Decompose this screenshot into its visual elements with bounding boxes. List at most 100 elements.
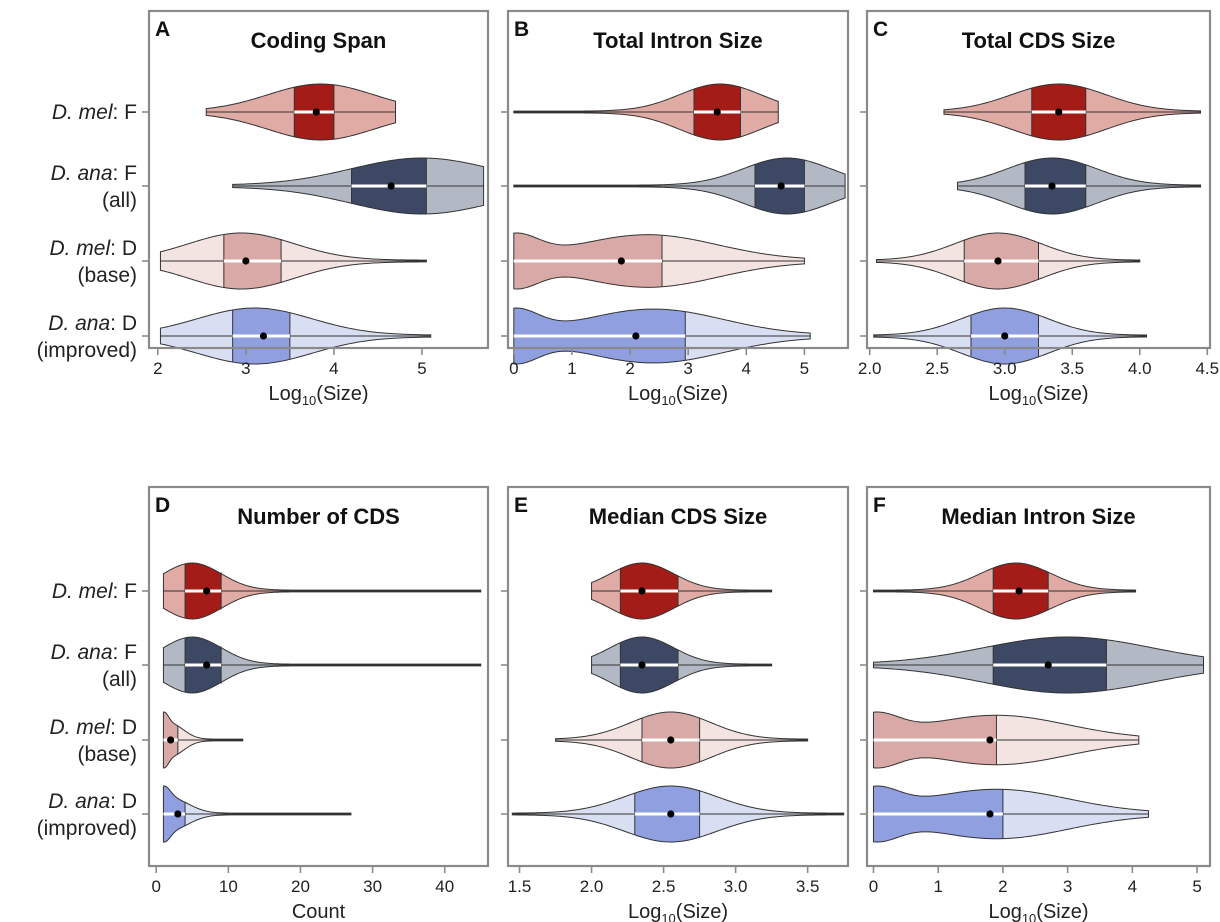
violin bbox=[591, 562, 773, 620]
violin-outline bbox=[162, 636, 482, 694]
row-label: D. mel: F bbox=[52, 101, 137, 124]
row-label: D. mel: D (base) bbox=[49, 716, 137, 766]
violin bbox=[873, 307, 1148, 365]
violin bbox=[875, 232, 1141, 290]
xlabel-log: Log bbox=[628, 901, 661, 922]
violin-outline bbox=[956, 157, 1202, 215]
panel-title: Median Intron Size bbox=[941, 504, 1135, 529]
mean-dot bbox=[713, 108, 721, 116]
x-tick-label: 4 bbox=[329, 359, 338, 378]
x-tick-label: 4.0 bbox=[1128, 359, 1152, 378]
x-axis-label: Log10(Size) bbox=[988, 901, 1088, 922]
xlabel-rest: (Size) bbox=[1036, 383, 1088, 405]
x-tick-label: 2.0 bbox=[858, 359, 882, 378]
violin bbox=[162, 562, 482, 620]
x-tick-label: 3.5 bbox=[1060, 359, 1084, 378]
row-label-species: D. mel: F bbox=[52, 580, 137, 603]
mean-dot bbox=[638, 661, 646, 669]
mean-dot bbox=[994, 257, 1002, 265]
row-label-sub: (all) bbox=[102, 668, 137, 691]
row-label-type: : D bbox=[110, 237, 137, 260]
x-tick-label: 4 bbox=[1128, 877, 1137, 896]
row-label-italic: D. mel bbox=[49, 237, 111, 260]
mean-dot bbox=[667, 810, 675, 818]
panel-letter: E bbox=[514, 494, 528, 517]
xlabel-sub: 10 bbox=[661, 911, 675, 922]
x-tick-label: 4 bbox=[742, 359, 751, 378]
x-tick-label: 10 bbox=[219, 877, 238, 896]
row-label-italic: D. ana bbox=[48, 790, 110, 813]
xlabel-sub: 10 bbox=[302, 393, 316, 408]
violin-outline bbox=[162, 785, 352, 843]
panel-frame bbox=[506, 485, 850, 868]
panel-d: 0 10 20 30 40 D Number of CDS Count bbox=[142, 485, 490, 922]
x-tick-label: 3.0 bbox=[724, 877, 748, 896]
mean-dot bbox=[167, 736, 175, 744]
row-label-species: D. ana: D bbox=[48, 312, 137, 335]
panel-letter: B bbox=[514, 18, 529, 41]
xlabel-rest: (Size) bbox=[316, 383, 368, 405]
violin bbox=[162, 636, 482, 694]
violin-outline bbox=[513, 83, 779, 141]
xlabel-rest: (Size) bbox=[1036, 901, 1088, 922]
panel-title: Total CDS Size bbox=[962, 28, 1116, 53]
x-tick-label: 1.5 bbox=[508, 877, 532, 896]
panel-e: 1.5 2.0 2.5 3.0 3.5 E Median CDS Size Log10(Siz… bbox=[501, 485, 850, 922]
x-tick-label: 3 bbox=[1063, 877, 1072, 896]
xlabel-log: Log bbox=[988, 901, 1021, 922]
panel-frame bbox=[865, 9, 1212, 350]
row-label-species: D. ana: F bbox=[51, 641, 137, 664]
row-label-sub: (improved) bbox=[37, 339, 137, 362]
violin bbox=[943, 83, 1202, 141]
xlabel-log: Log bbox=[268, 383, 301, 405]
x-tick-label: 30 bbox=[363, 877, 382, 896]
violin-outline bbox=[872, 636, 1205, 694]
mean-dot bbox=[1001, 332, 1009, 340]
xlabel-rest: (Size) bbox=[676, 901, 728, 922]
mean-dot bbox=[1044, 661, 1052, 669]
violin bbox=[232, 157, 485, 215]
row-label-type: : F bbox=[113, 580, 138, 603]
x-tick-label: 40 bbox=[435, 877, 454, 896]
x-tick-label: 0 bbox=[151, 877, 160, 896]
violin-outline bbox=[872, 562, 1137, 620]
violin bbox=[513, 157, 846, 215]
x-axis-label: Log10(Size) bbox=[628, 383, 728, 408]
x-tick-label: 2.0 bbox=[580, 877, 604, 896]
row-label-italic: D. mel bbox=[49, 716, 111, 739]
panel-letter: C bbox=[873, 18, 888, 41]
violin-outline bbox=[943, 83, 1202, 141]
xlabel-sub: 10 bbox=[1022, 911, 1036, 922]
row-label-sub: (base) bbox=[77, 743, 137, 766]
xlabel-sub: 10 bbox=[1022, 393, 1036, 408]
mean-dot bbox=[638, 587, 646, 595]
violin bbox=[872, 636, 1205, 694]
x-tick-label: 3.5 bbox=[796, 877, 820, 896]
violin-outline bbox=[162, 711, 244, 769]
x-tick-label: 0 bbox=[509, 359, 518, 378]
panel-frame bbox=[147, 485, 490, 868]
x-axis-label: Log10(Size) bbox=[268, 383, 368, 408]
x-axis-label: Log10(Size) bbox=[988, 383, 1088, 408]
row-label-type: : D bbox=[110, 790, 137, 813]
violin bbox=[513, 232, 805, 290]
violin bbox=[872, 785, 1150, 843]
x-tick-label: 0 bbox=[869, 877, 878, 896]
row-label-type: : D bbox=[110, 716, 137, 739]
violin-outline bbox=[591, 636, 773, 694]
x-axis-label: Count bbox=[292, 901, 346, 922]
violin bbox=[872, 711, 1140, 769]
row-label: D. mel: F bbox=[52, 580, 137, 603]
x-tick-label: 5 bbox=[417, 359, 426, 378]
row-label-species: D. mel: D bbox=[49, 716, 137, 739]
panel-title: Total Intron Size bbox=[593, 28, 762, 53]
violin-outline bbox=[232, 157, 485, 215]
row-label-species: D. mel: F bbox=[52, 101, 137, 124]
mean-dot bbox=[203, 661, 211, 669]
violin-outline bbox=[205, 83, 397, 141]
row-label: D. ana: D (improved) bbox=[37, 790, 137, 840]
x-tick-label: 20 bbox=[291, 877, 310, 896]
row-label: D. ana: D (improved) bbox=[37, 312, 137, 362]
row-label-type: : F bbox=[113, 101, 138, 124]
